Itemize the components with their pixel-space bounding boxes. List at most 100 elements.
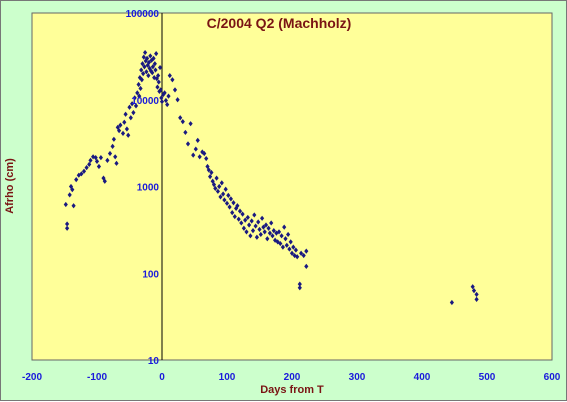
- data-point: [279, 233, 284, 239]
- data-point: [146, 59, 152, 65]
- data-point: [235, 203, 240, 209]
- data-point: [280, 244, 285, 250]
- data-point: [276, 229, 282, 235]
- x-axis-label: Days from T: [260, 384, 324, 396]
- data-point: [213, 185, 218, 192]
- x-tick-label: 500: [479, 372, 496, 383]
- data-point: [140, 61, 145, 67]
- data-point: [65, 225, 70, 231]
- data-point: [197, 154, 202, 160]
- data-point: [135, 90, 140, 96]
- data-point: [163, 97, 168, 104]
- data-point: [254, 234, 259, 240]
- x-tick-label: 200: [284, 372, 301, 383]
- data-point: [247, 222, 252, 228]
- data-point: [204, 155, 209, 162]
- data-point: [248, 233, 253, 239]
- data-point: [113, 154, 118, 160]
- data-point: [253, 223, 258, 229]
- data-point: [208, 174, 213, 180]
- data-point: [149, 57, 154, 63]
- data-point: [107, 150, 113, 157]
- data-point: [224, 200, 230, 206]
- data-point: [74, 177, 79, 183]
- data-point: [158, 87, 163, 93]
- data-point: [474, 296, 479, 302]
- data-point: [152, 61, 157, 67]
- data-point: [236, 216, 241, 222]
- data-point: [120, 130, 126, 136]
- data-point: [287, 246, 292, 252]
- data-point: [102, 178, 107, 184]
- data-point: [88, 157, 93, 163]
- data-point: [226, 192, 231, 198]
- data-point: [304, 248, 309, 254]
- data-point: [474, 291, 479, 298]
- data-point: [143, 58, 148, 64]
- data-point: [205, 163, 210, 170]
- data-point: [193, 146, 198, 152]
- data-point: [150, 64, 155, 70]
- x-tick-label: 300: [349, 372, 366, 383]
- data-point: [157, 64, 163, 71]
- data-point: [297, 281, 302, 287]
- data-point: [222, 197, 227, 203]
- data-point: [132, 95, 137, 101]
- data-point: [221, 191, 226, 197]
- data-point: [239, 220, 244, 226]
- y-axis-label: Afrho (cm): [4, 158, 16, 214]
- data-point: [283, 236, 288, 242]
- data-point: [240, 211, 245, 217]
- data-point: [289, 250, 295, 256]
- data-point: [295, 254, 300, 260]
- data-point: [249, 218, 254, 224]
- data-point: [138, 85, 143, 92]
- data-point: [65, 221, 70, 227]
- data-point: [133, 103, 139, 109]
- data-point: [165, 101, 170, 108]
- data-point: [230, 210, 235, 216]
- y-axis-ticks: 10 100 1000 10000 100000: [126, 9, 160, 367]
- data-point: [139, 77, 144, 83]
- data-point: [124, 126, 129, 132]
- data-point: [288, 239, 293, 245]
- data-point: [131, 110, 136, 116]
- x-tick-label: -200: [22, 372, 42, 383]
- data-point: [245, 214, 250, 221]
- data-point: [166, 93, 171, 99]
- data-point: [162, 90, 167, 96]
- data-point: [63, 201, 68, 208]
- data-point: [269, 220, 274, 226]
- data-point: [206, 167, 211, 173]
- data-point: [278, 240, 283, 247]
- data-point: [257, 226, 262, 233]
- x-tick-label: -100: [87, 372, 107, 383]
- data-point: [209, 169, 214, 176]
- data-point: [263, 222, 269, 228]
- data-point: [117, 128, 122, 134]
- data-point: [243, 217, 248, 223]
- data-point: [157, 88, 162, 94]
- data-point: [170, 77, 175, 83]
- data-point: [471, 288, 477, 294]
- data-point: [211, 182, 217, 188]
- data-point: [128, 115, 133, 121]
- data-point: [123, 111, 128, 117]
- data-point: [223, 186, 228, 192]
- data-point: [241, 225, 246, 231]
- data-point: [153, 67, 158, 73]
- data-point: [67, 192, 72, 198]
- data-point: [175, 97, 180, 103]
- data-point: [449, 299, 454, 306]
- data-point: [256, 219, 261, 225]
- data-point: [214, 175, 219, 181]
- data-point: [130, 101, 135, 107]
- data-point: [156, 72, 161, 79]
- data-point: [232, 213, 237, 220]
- data-point: [284, 242, 289, 248]
- data-point: [126, 132, 131, 138]
- data-point: [293, 247, 298, 253]
- data-point: [122, 119, 127, 125]
